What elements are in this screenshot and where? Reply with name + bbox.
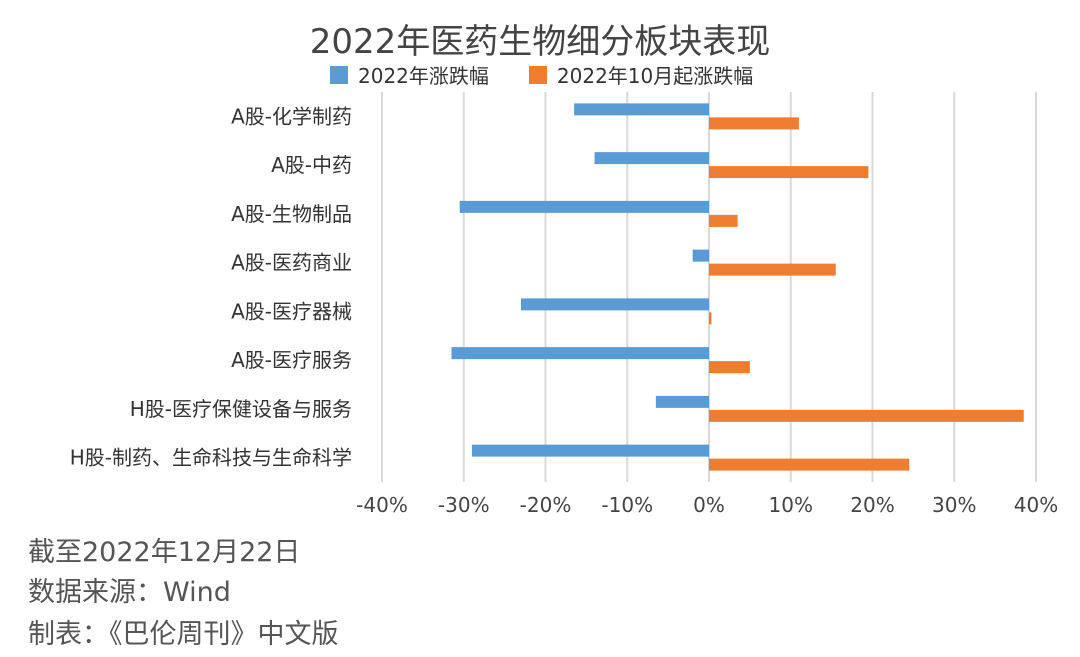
x-tick-label: 20% <box>850 493 894 517</box>
date-note: 截至2022年12月22日 <box>28 537 301 568</box>
bar-series-2 <box>709 409 1024 422</box>
legend-label-series-2: 2022年10月起涨跌幅 <box>556 64 754 88</box>
bar-series-1 <box>655 395 709 408</box>
category-label: A股-中药 <box>271 153 352 177</box>
x-tick-label: 40% <box>1014 493 1058 517</box>
bar-series-2 <box>709 263 836 276</box>
x-tick-label: -20% <box>520 493 572 517</box>
chart-title: 2022年医药生物细分板块表现 <box>309 22 771 62</box>
category-label: A股-化学制药 <box>231 104 352 128</box>
legend-swatch-series-2 <box>528 65 547 84</box>
category-label: A股-生物制品 <box>231 202 352 226</box>
legend-item-series-2: 2022年10月起涨跌幅 <box>528 60 754 89</box>
category-label: H股-医疗保健设备与服务 <box>130 397 352 421</box>
chart-legend: 2022年涨跌幅 2022年10月起涨跌幅 <box>330 60 753 89</box>
legend-swatch-series-1 <box>330 65 348 84</box>
source-note: 数据来源：Wind <box>28 577 231 608</box>
category-label: A股-医疗服务 <box>231 348 352 372</box>
bar-series-2 <box>709 166 869 179</box>
bar-series-2 <box>709 312 712 325</box>
bar-series-1 <box>692 249 709 262</box>
bar-series-1 <box>594 152 709 165</box>
bar-series-1 <box>451 347 709 360</box>
legend-label-series-1: 2022年涨跌幅 <box>358 64 489 88</box>
x-tick-label: 30% <box>932 493 976 517</box>
x-tick-label: 10% <box>769 493 813 517</box>
category-label: A股-医药商业 <box>231 251 352 275</box>
bar-series-1 <box>520 298 709 311</box>
x-tick-label: 0% <box>693 493 725 517</box>
maker-note: 制表：《巴伦周刊》中文版 <box>28 619 339 650</box>
bar-series-2 <box>709 117 799 130</box>
bar-series-2 <box>709 458 910 471</box>
bar-series-2 <box>709 361 750 374</box>
bar-chart: -40% -30% -20% -10% 0% 10% 20% 30% 40% A股-化学制药 A股-… <box>70 92 1058 517</box>
x-tick-label: -30% <box>438 493 490 517</box>
bar-series-1 <box>459 200 709 213</box>
bar-series-2 <box>709 214 738 227</box>
legend-item-series-1: 2022年涨跌幅 <box>330 60 489 89</box>
bar-series-1 <box>574 103 709 116</box>
x-tick-label: -10% <box>601 493 653 517</box>
category-label: H股-制药、生命科技与生命科学 <box>70 446 352 470</box>
category-label: A股-医疗器械 <box>231 299 352 323</box>
x-tick-label: -40% <box>356 493 408 517</box>
bar-series-1 <box>471 444 709 457</box>
